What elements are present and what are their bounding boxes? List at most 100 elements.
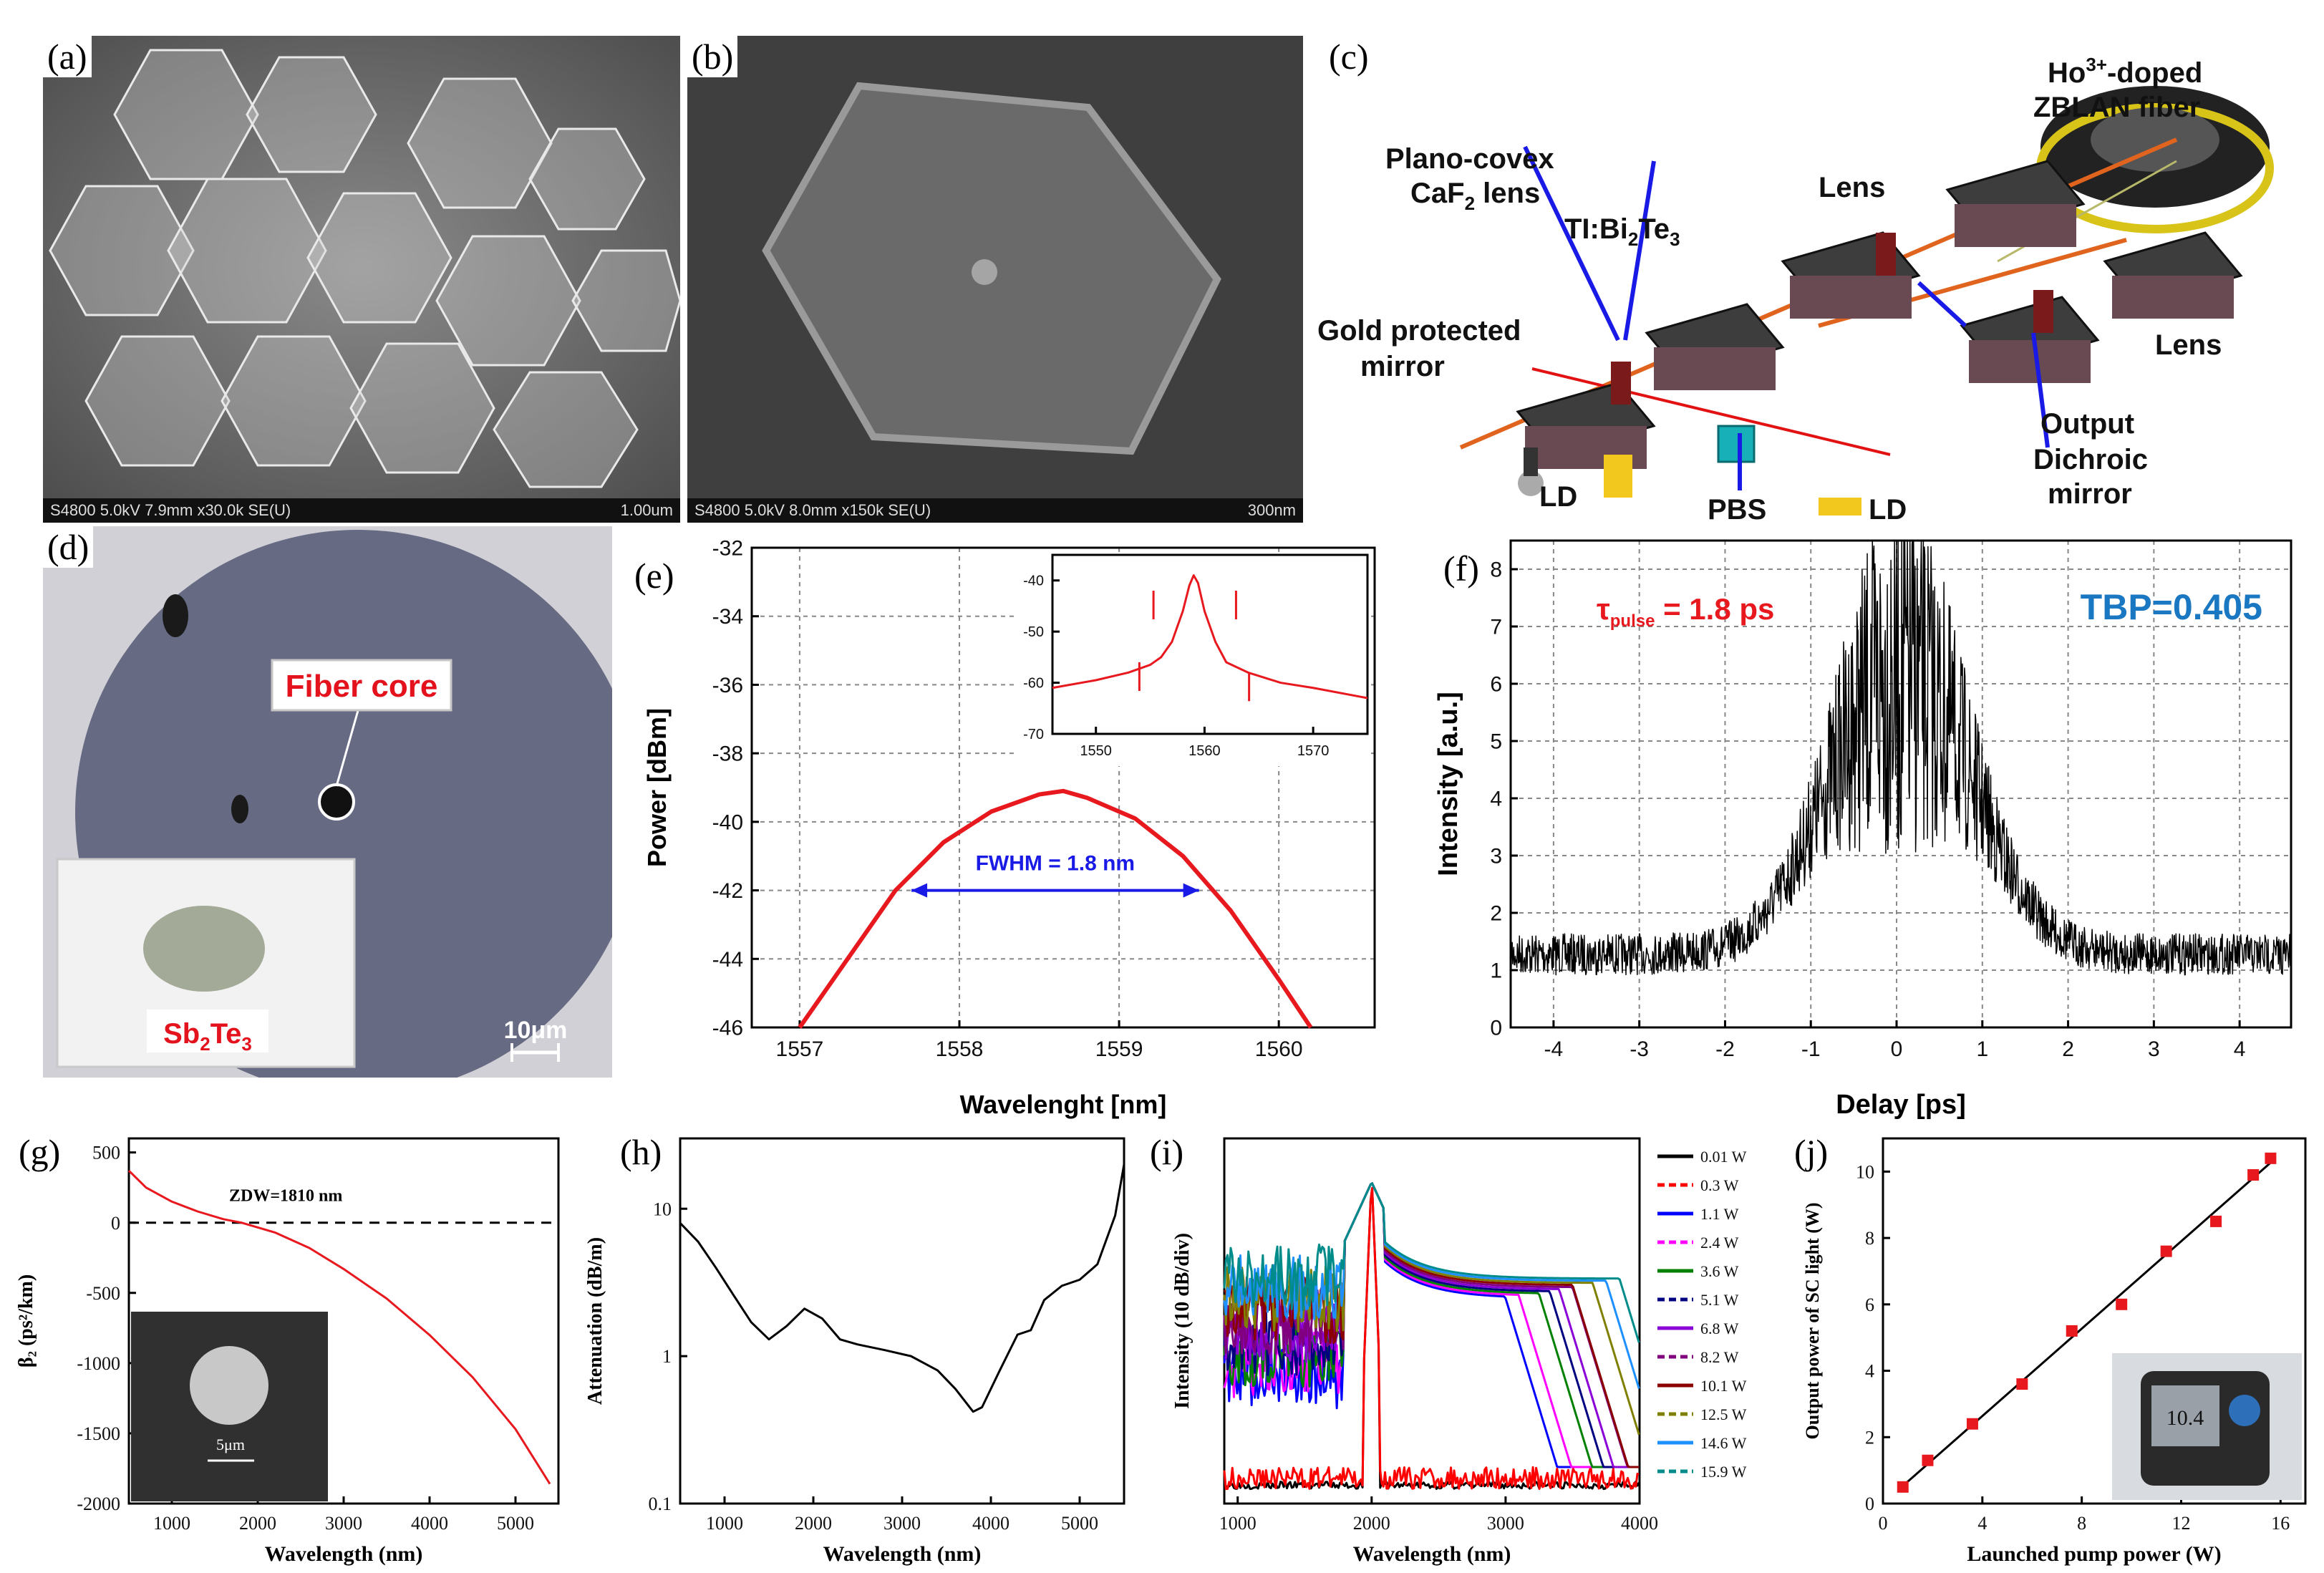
y-axis-label: Intensity [a.u.] — [1433, 692, 1463, 876]
y-tick-label: 3 — [1490, 845, 1502, 868]
panel-label-b: (b) — [687, 36, 738, 77]
y-tick-label: 7 — [1490, 616, 1502, 639]
legend-label: 2.4 W — [1700, 1234, 1739, 1252]
data-point — [1922, 1454, 1934, 1466]
x-tick-label: 1000 — [1219, 1513, 1257, 1534]
mirror-label: mirror — [1360, 351, 1445, 382]
meter-reading: 10.4 — [2166, 1406, 2204, 1430]
linear-fit-line — [1897, 1157, 2277, 1491]
y-tick-label: 2 — [1865, 1427, 1874, 1448]
chart-output-power: 0 4 8 12 16 0 2 4 6 8 10 10.4 Launched pump power (W… — [1802, 1137, 2307, 1566]
plot-frame — [1509, 539, 2292, 1029]
y-axis-label: Output power of SC light (W) — [1802, 1202, 1823, 1439]
x-tick-label: 16 — [2271, 1513, 2290, 1534]
y-tick-label: -1000 — [77, 1353, 120, 1374]
x-tick-label: 5000 — [497, 1513, 534, 1534]
x-tick-label: 4000 — [972, 1513, 1010, 1534]
series-line — [1223, 1182, 1640, 1343]
svg-text:TI:Bi2Te3: TI:Bi2Te3 — [1564, 213, 1680, 250]
x-tick-label: -4 — [1544, 1037, 1564, 1061]
y-tick-label: 4 — [1490, 788, 1502, 811]
y-axis-label: Intensity (10 dB/div) — [1171, 1233, 1194, 1409]
panel-a: (a) S4800 5.0kV 7.9mm x30.0k SE(U) 1.00u… — [43, 36, 680, 523]
x-tick-label: 1560 — [1255, 1037, 1303, 1061]
fwhm-arrowhead-right — [1183, 883, 1199, 898]
panel-h: 1000 2000 3000 4000 5000 0.1 1 10 Wavelength (nm… — [573, 1124, 1146, 1573]
fwhm-arrowhead-left — [911, 883, 928, 898]
panel-c: Ho3+-doped ZBLAN fiber Plano-covex CaF2 … — [1317, 25, 2320, 526]
x-tick-label: 2000 — [1353, 1513, 1390, 1534]
ld-right-label: LD — [1869, 494, 1907, 526]
x-axis-label: Wavelength (nm) — [823, 1542, 982, 1566]
x-tick-label: 12 — [2172, 1513, 2190, 1534]
y-tick-label: 500 — [92, 1143, 120, 1163]
y-tick-label: -70 — [1023, 727, 1044, 742]
inset-spectrum-line — [1052, 574, 1368, 700]
x-tick-label: 0 — [1879, 1513, 1888, 1534]
x-tick-label: 1570 — [1297, 743, 1330, 759]
x-axis-label: Wavelenght [nm] — [960, 1090, 1167, 1119]
data-point — [2210, 1215, 2222, 1227]
dichroic-label: Dichroic — [2033, 444, 2148, 475]
x-axis-label: Launched pump power (W) — [1967, 1542, 2221, 1566]
lens-right-label: Lens — [2155, 329, 2222, 361]
panel-label-d: (d) — [43, 526, 94, 568]
y-tick-label: 8 — [1865, 1228, 1874, 1249]
panel-f: -4 -3 -2 -1 0 1 2 3 4 0 1 2 3 4 5 6 7 8 τpulse = 1.8 ps TBP… — [1425, 526, 2320, 1121]
panel-label-j: (j) — [1790, 1131, 1833, 1173]
pbs-label: PBS — [1708, 494, 1766, 526]
y-tick-label: -34 — [712, 605, 743, 629]
tbp-label: TBP=0.405 — [2081, 587, 2262, 627]
plot-frame — [679, 1137, 1125, 1505]
sem-info-bar: S4800 5.0kV 8.0mm x150k SE(U) 300nm — [687, 498, 1303, 523]
x-tick-label: -2 — [1715, 1037, 1735, 1061]
x-tick-label: 1 — [1976, 1037, 1988, 1061]
y-tick-label: 6 — [1865, 1294, 1874, 1315]
panel-e: 1557 1558 1559 1560 -32 -34 -36 -38 -40 -42 -44 -46… — [623, 526, 1410, 1121]
beta2-curve — [127, 1170, 551, 1485]
autocorrelation-trace — [1510, 540, 2292, 976]
chart-dispersion: 1000 2000 3000 4000 50005000-500-1000-1500-2… — [15, 1137, 560, 1566]
legend-label: 0.01 W — [1700, 1148, 1747, 1166]
x-tick-label: 0 — [1891, 1037, 1903, 1061]
x-axis-label: Wavelength (nm) — [1353, 1542, 1511, 1566]
legend-label: 10.1 W — [1700, 1377, 1747, 1395]
diagram-labels: Ho3+-doped ZBLAN fiber Plano-covex CaF2 … — [1317, 54, 2222, 526]
y-tick-label: 0 — [111, 1213, 120, 1234]
x-tick-label: 1550 — [1080, 743, 1112, 759]
x-axis-label: Delay [ps] — [1836, 1090, 1966, 1120]
legend-label: 5.1 W — [1700, 1291, 1739, 1309]
x-tick-label: 4 — [1977, 1513, 1987, 1534]
ld-left-label: LD — [1539, 481, 1577, 513]
x-tick-label: 1559 — [1095, 1037, 1143, 1061]
legend-label: 12.5 W — [1700, 1405, 1747, 1423]
y-tick-label: 6 — [1490, 673, 1502, 697]
meter-screen — [2151, 1385, 2219, 1446]
chart-attenuation: 1000 2000 3000 4000 5000 0.1 1 10 Wavelength (nm… — [584, 1137, 1125, 1566]
series-line — [1223, 1186, 1640, 1491]
svg-text:Sb2Te3: Sb2Te3 — [163, 1018, 252, 1055]
y-tick-label: 2 — [1490, 902, 1502, 926]
data-point — [2265, 1152, 2277, 1164]
fwhm-label: FWHM = 1.8 nm — [976, 852, 1136, 876]
y-tick-label: -40 — [1023, 573, 1044, 589]
y-tick-label: 5 — [1490, 730, 1502, 754]
panel-label-a: (a) — [43, 36, 92, 77]
legend-label: 8.2 W — [1700, 1348, 1739, 1366]
x-tick-label: -1 — [1801, 1037, 1821, 1061]
x-tick-label: 1000 — [153, 1513, 190, 1534]
series-line — [1223, 1182, 1640, 1468]
x-tick-label: 2000 — [239, 1513, 276, 1534]
series-line — [1223, 1182, 1640, 1468]
panel-d: Fiber core Sb2Te3 10μm (d) — [43, 526, 612, 1078]
series-line — [1223, 1182, 1640, 1468]
sem-info-bar: S4800 5.0kV 7.9mm x30.0k SE(U) 1.00um — [43, 498, 680, 523]
data-point — [1897, 1481, 1909, 1493]
y-tick-label: 0.1 — [649, 1494, 672, 1514]
chart-spectrum: 1557 1558 1559 1560 -32 -34 -36 -38 -40 -42 -44 -46… — [642, 537, 1376, 1119]
y-axis-label: β₂ (ps²/km) — [15, 1274, 37, 1368]
x-tick-label: 1000 — [706, 1513, 743, 1534]
x-tick-label: 2 — [2062, 1037, 2074, 1061]
x-tick-label: 3000 — [883, 1513, 921, 1534]
plot-frame — [750, 546, 1376, 1029]
